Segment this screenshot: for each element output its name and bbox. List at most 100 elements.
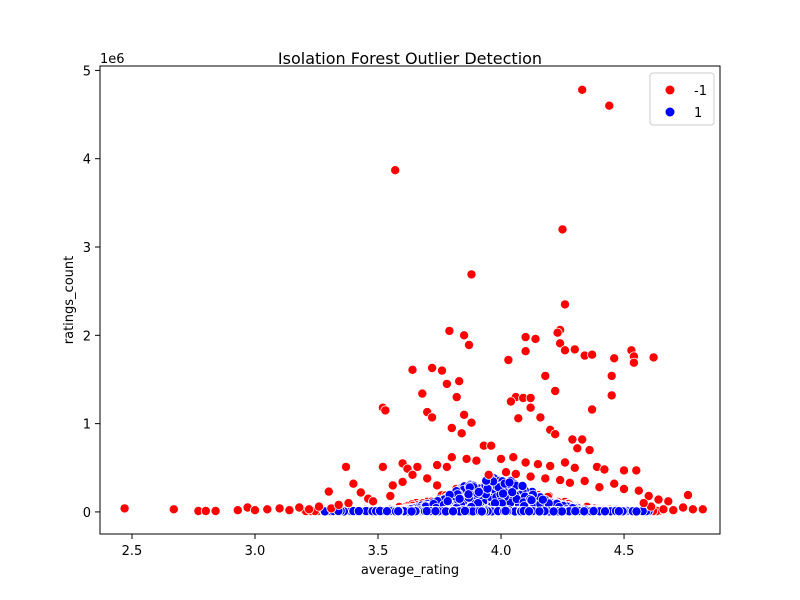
y-tick-label: 1 (83, 418, 91, 433)
outlier-point (577, 434, 588, 445)
outlier-point (200, 505, 211, 516)
inlier-point (570, 506, 581, 517)
outlier-point (510, 468, 521, 479)
outlier-point (584, 445, 595, 456)
plot-frame (99, 65, 721, 535)
outlier-point (486, 440, 497, 451)
outlier-point (587, 404, 598, 415)
outlier-point (560, 457, 571, 468)
outlier-point (572, 443, 583, 454)
inlier-point (556, 506, 567, 517)
y-tick-label: 5 (83, 64, 91, 79)
outlier-point (451, 392, 462, 403)
outlier-point (604, 100, 615, 111)
outlier-point (619, 483, 630, 494)
outlier-point (628, 357, 639, 368)
outlier-point (525, 471, 536, 482)
inlier-point (476, 506, 487, 517)
outlier-point (444, 325, 455, 336)
inlier-point (353, 506, 364, 517)
inlier-point (406, 506, 417, 517)
inlier-point (448, 506, 459, 517)
inlier-point (421, 506, 432, 517)
outlier-point (397, 476, 408, 487)
outlier-point (505, 396, 516, 407)
outlier-point (525, 402, 536, 413)
inlier-point (600, 506, 611, 517)
x-tick-label: 3.0 (245, 544, 266, 559)
outlier-point (579, 475, 590, 486)
outlier-point (678, 502, 689, 513)
outlier-point (560, 299, 571, 310)
x-tick-label: 4.0 (491, 544, 512, 559)
inlier-point (548, 506, 559, 517)
outlier-point (463, 339, 474, 350)
outlier-point (609, 478, 620, 489)
inlier-point (613, 506, 624, 517)
y-tick-label: 0 (83, 506, 91, 521)
inlier-point (500, 505, 511, 516)
outlier-point (569, 462, 580, 473)
outlier-point (520, 332, 531, 343)
outlier-point (631, 465, 642, 476)
outlier-point (557, 224, 568, 235)
inlier-point (430, 506, 441, 517)
inlier-point (393, 506, 404, 517)
legend-label-inlier: 1 (694, 106, 702, 121)
outlier-point (606, 390, 617, 401)
outlier-point (643, 490, 654, 501)
y-offset-label: 1e6 (100, 52, 125, 67)
outlier-point (483, 469, 494, 480)
outlier-point (520, 457, 531, 468)
outlier-point (323, 486, 334, 497)
outlier-point (540, 473, 551, 484)
outlier-point (348, 478, 359, 489)
outlier-point (653, 494, 664, 505)
outlier-point (495, 453, 506, 464)
outlier-point (441, 461, 452, 472)
outlier-point (232, 505, 243, 516)
x-tick-label: 3.5 (368, 544, 389, 559)
x-tick-label: 4.5 (614, 544, 635, 559)
outlier-point (567, 434, 578, 445)
outlier-point (441, 378, 452, 389)
outlier-point (599, 464, 610, 475)
outlier-point (380, 405, 391, 416)
x-axis-ticks: 2.5 3.0 3.5 4.0 4.5 (122, 534, 635, 559)
outlier-point (555, 475, 566, 486)
x-tick-label: 2.5 (122, 544, 143, 559)
outlier-point (422, 473, 433, 484)
outlier-point (638, 498, 649, 509)
x-axis-label: average_rating (361, 563, 459, 578)
outlier-point (503, 354, 514, 365)
outlier-point (412, 461, 423, 472)
outlier-point (648, 352, 659, 363)
outlier-point (368, 496, 379, 507)
outlier-point (417, 388, 428, 399)
outlier-point (619, 465, 630, 476)
outlier-point (432, 460, 443, 471)
outlier-point (560, 345, 571, 356)
outlier-point (446, 452, 457, 463)
y-tick-label: 4 (83, 153, 91, 168)
outlier-point (355, 487, 366, 498)
outlier-point (294, 502, 305, 513)
inlier-point (459, 505, 470, 516)
outlier-point (459, 330, 470, 341)
outlier-point (540, 370, 551, 381)
inlier-point (473, 486, 484, 497)
outlier-point (532, 459, 543, 470)
outlier-point (687, 504, 698, 515)
outlier-point (333, 499, 344, 510)
outlier-point (697, 504, 708, 515)
outlier-point (550, 385, 561, 396)
outlier-point (407, 469, 418, 480)
outlier-point (459, 409, 470, 420)
outlier-point (500, 467, 511, 478)
inlier-point (463, 489, 474, 500)
outlier-point (454, 376, 465, 387)
outlier-point (210, 505, 221, 516)
outlier-point (456, 428, 467, 439)
outlier-point (658, 504, 669, 515)
outlier-point (432, 480, 443, 491)
